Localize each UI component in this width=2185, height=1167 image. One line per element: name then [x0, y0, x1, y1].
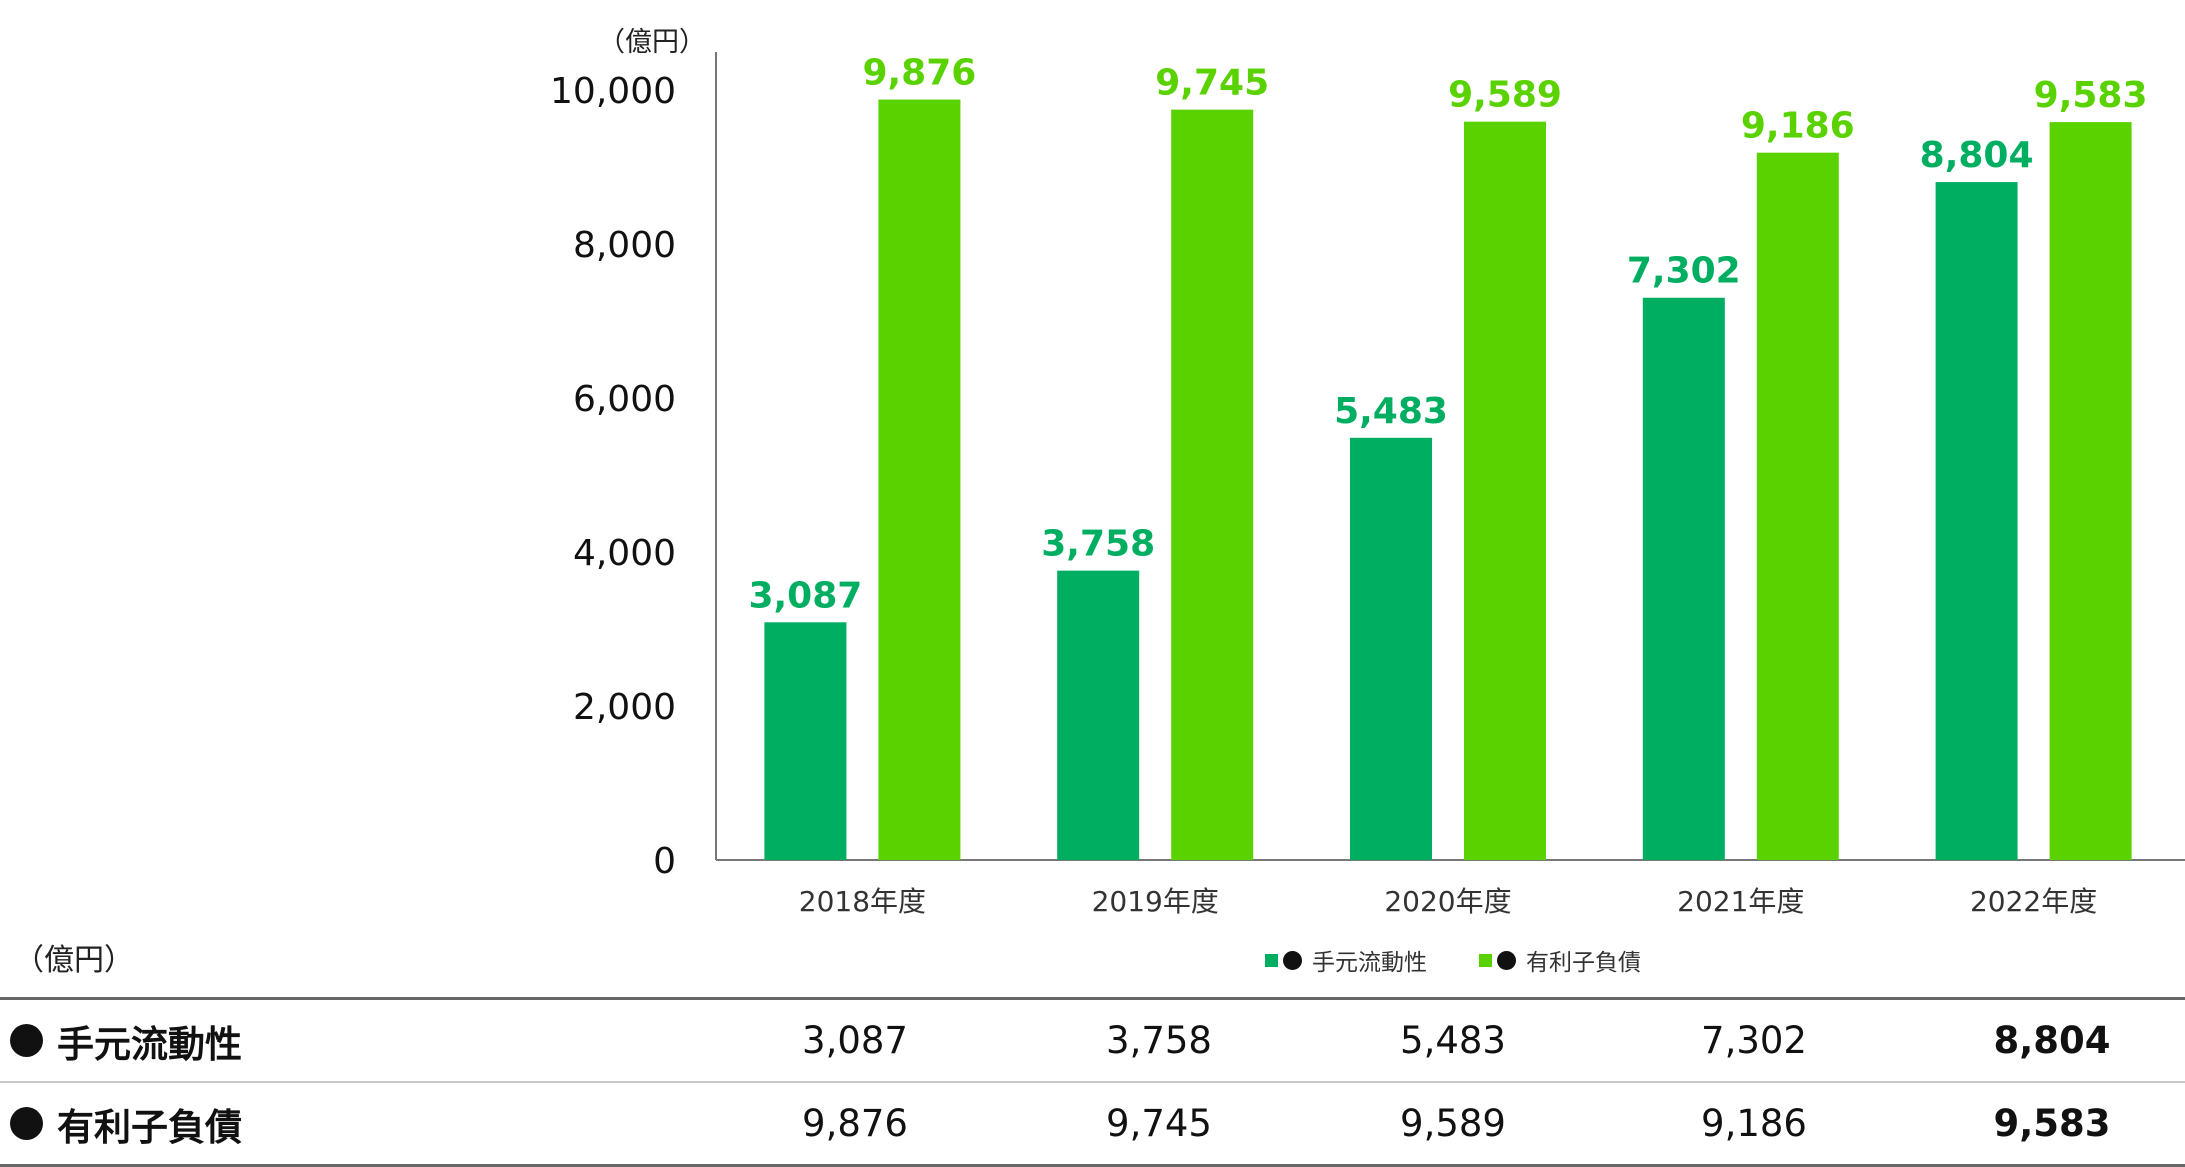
- table-cell: 5,483: [1400, 1019, 1506, 1062]
- table-cell: 8,804: [1993, 1019, 2111, 1062]
- x-tick-label: 2020年度: [1384, 885, 1511, 918]
- table-cell: 9,589: [1400, 1102, 1506, 1145]
- bar-liquidity: [1642, 297, 1725, 861]
- data-label: 3,087: [748, 575, 862, 616]
- bar-liquidity: [1057, 570, 1140, 860]
- data-table: 手元流動性 3,087 3,758 5,483 7,302 8,804 有利子負…: [0, 997, 2185, 1167]
- y-tick-label: 4,000: [573, 533, 676, 574]
- y-tick-label: 0: [653, 841, 676, 882]
- table-row-debt: 有利子負債 9,876 9,745 9,589 9,186 9,583: [0, 1083, 2185, 1167]
- chart-legend: 手元流動性 有利子負債: [1265, 943, 1641, 977]
- legend-item-liquidity: 手元流動性: [1265, 943, 1427, 977]
- legend-swatch-debt: [1479, 953, 1492, 967]
- table-cell: 9,745: [1106, 1102, 1212, 1145]
- table-cell: 9,876: [802, 1102, 908, 1145]
- legend-label-debt: 有利子負債: [1526, 950, 1641, 976]
- table-unit-label: （億円）: [14, 943, 134, 978]
- chart-unit-label: （億円）: [598, 27, 706, 58]
- data-label: 3,758: [1041, 524, 1155, 565]
- bar-chart: 0 2,000 4,000 6,000 8,000 10,000 3,087 9,876 201…: [550, 52, 2185, 918]
- bar-debt: [1464, 121, 1546, 861]
- row-label-debt: 有利子負債: [10, 1083, 242, 1164]
- bullet-icon: [10, 1107, 43, 1140]
- bar-debt: [1756, 152, 1839, 861]
- table-row-liquidity: 手元流動性 3,087 3,758 5,483 7,302 8,804: [0, 997, 2185, 1083]
- legend-item-debt: 有利子負債: [1479, 943, 1641, 977]
- bullet-icon: [10, 1024, 43, 1057]
- y-tick-label: 10,000: [550, 71, 676, 112]
- table-cell: 3,758: [1106, 1019, 1212, 1062]
- x-tick-label: 2021年度: [1677, 885, 1804, 918]
- x-tick-label: 2019年度: [1092, 885, 1219, 918]
- table-cell: 3,087: [802, 1019, 908, 1062]
- legend-swatch-liquidity: [1265, 953, 1278, 967]
- data-label: 9,589: [1448, 75, 1562, 116]
- row-label-text: 手元流動性: [57, 1022, 242, 1066]
- data-label: 9,745: [1155, 63, 1269, 104]
- bullet-icon: [1497, 950, 1516, 970]
- data-label: 9,583: [2034, 75, 2148, 116]
- data-label: 9,186: [1741, 106, 1855, 147]
- row-label-text: 有利子負債: [57, 1105, 242, 1149]
- bullet-icon: [1283, 950, 1302, 970]
- y-tick-label: 6,000: [573, 379, 676, 420]
- bar-debt: [1171, 109, 1254, 860]
- data-label: 7,302: [1627, 251, 1741, 292]
- data-label: 9,876: [862, 53, 976, 94]
- table-cell: 7,302: [1701, 1019, 1807, 1062]
- bar-liquidity: [1935, 182, 2018, 861]
- legend-label-liquidity: 手元流動性: [1312, 950, 1427, 976]
- y-tick-label: 8,000: [573, 225, 676, 266]
- data-label: 5,483: [1334, 391, 1448, 432]
- data-label: 8,804: [1920, 135, 2034, 176]
- bar-debt: [878, 99, 961, 861]
- bar-liquidity: [1350, 437, 1432, 860]
- table-cell: 9,583: [1993, 1102, 2111, 1145]
- table-cell: 9,186: [1701, 1102, 1807, 1145]
- bar-debt: [2049, 122, 2132, 860]
- row-label-liquidity: 手元流動性: [10, 1000, 242, 1081]
- x-tick-label: 2022年度: [1970, 885, 2097, 918]
- bar-liquidity: [764, 622, 847, 860]
- x-tick-label: 2018年度: [799, 885, 926, 918]
- y-tick-label: 2,000: [573, 687, 676, 728]
